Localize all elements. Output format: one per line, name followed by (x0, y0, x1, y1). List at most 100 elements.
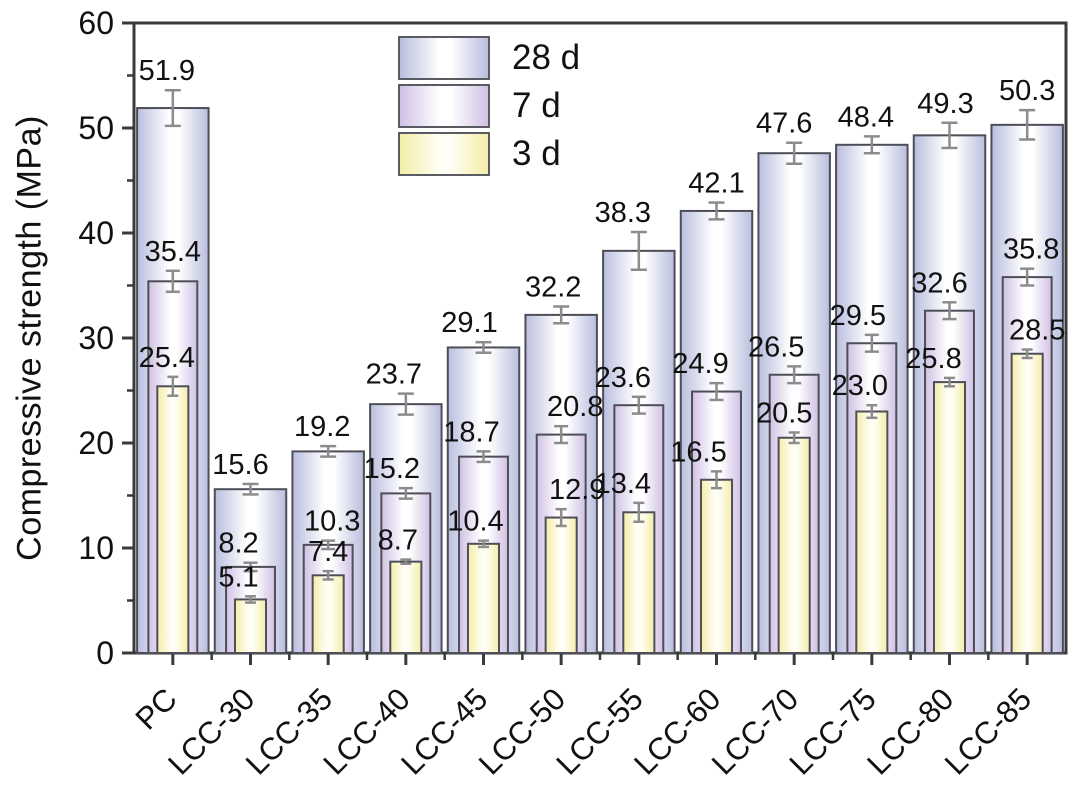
error-bar-3d-LCC-30 (245, 595, 256, 604)
error-bar-28d-LCC-35 (320, 444, 337, 458)
y-tick-label: 30 (78, 320, 114, 356)
error-bar-7d-LCC-35 (321, 539, 336, 551)
x-category-label: LCC-75 (782, 681, 882, 781)
error-bar-28d-LCC-40 (397, 392, 414, 416)
value-label: 12.9 (549, 474, 605, 506)
error-bar-7d-LCC-85 (1020, 267, 1035, 287)
error-bar-28d-LCC-70 (786, 141, 803, 165)
value-label: 20.8 (547, 391, 603, 423)
value-label: 24.9 (672, 348, 728, 380)
x-category-label: LCC-50 (472, 681, 572, 781)
value-label: 10.4 (447, 506, 503, 538)
bar-3d-PC (156, 385, 190, 654)
x-category-label: LCC-55 (549, 681, 649, 781)
y-tick-label: 60 (78, 5, 114, 41)
error-bar-28d-LCC-55 (630, 230, 647, 271)
value-label: 5.1 (218, 561, 258, 593)
value-label: 23.0 (832, 370, 888, 402)
error-bar-3d-LCC-35 (322, 569, 334, 581)
value-label: 38.3 (595, 197, 651, 229)
error-bars (164, 88, 1036, 604)
error-bar-28d-LCC-30 (242, 482, 259, 496)
x-category-label: LCC-45 (394, 681, 494, 781)
error-bar-3d-LCC-45 (478, 539, 489, 549)
value-label: 48.4 (838, 101, 894, 133)
bar-3d-LCC-70 (777, 436, 811, 654)
error-bar-28d-LCC-45 (475, 340, 492, 354)
value-label: 8.7 (378, 525, 418, 557)
error-bar-28d-LCC-80 (941, 121, 958, 150)
y-axis-title: Compressive strength (MPa) (10, 115, 49, 561)
y-tick-label: 0 (96, 635, 114, 671)
error-bar-28d-LCC-85 (1019, 108, 1036, 141)
error-bar-3d-LCC-70 (788, 431, 800, 445)
value-label: 23.6 (595, 362, 651, 394)
value-label: 25.4 (139, 342, 195, 374)
error-bar-28d-LCC-60 (708, 201, 725, 221)
y-tick-label: 50 (78, 110, 114, 146)
value-label: 15.2 (364, 453, 420, 485)
error-bar-3d-LCC-60 (711, 470, 722, 490)
legend: 28 d 7 d 3 d (398, 36, 580, 180)
error-bar-3d-LCC-80 (944, 376, 955, 388)
y-axis: 0 10 20 30 40 50 60 (78, 5, 134, 671)
bar-3d-LCC-40 (389, 560, 423, 655)
value-label: 32.6 (911, 267, 967, 299)
x-category-label: LCC-80 (860, 681, 960, 781)
legend-label-28d: 28 d (512, 38, 581, 77)
legend-item-3d: 3 d (398, 132, 580, 176)
error-bar-28d-PC (164, 88, 181, 128)
x-category-label: LCC-30 (161, 681, 261, 781)
error-bar-7d-LCC-30 (243, 561, 258, 573)
legend-label-3d: 3 d (512, 134, 561, 173)
value-label: 32.2 (525, 272, 581, 304)
bars (136, 107, 1064, 655)
value-label: 7.4 (308, 536, 348, 568)
bar-3d-LCC-75 (855, 410, 889, 654)
bar-3d-LCC-55 (622, 511, 656, 654)
value-labels: 51.9 35.4 25.4 15.6 8.25.1 19.2 10.37.4 23.7 15.… (139, 55, 1066, 593)
value-label: 29.5 (830, 300, 886, 332)
error-bar-7d-LCC-75 (864, 333, 879, 353)
value-label: 15.6 (212, 449, 268, 481)
value-label: 23.7 (366, 359, 422, 391)
legend-label-7d: 7 d (512, 86, 561, 125)
bar-3d-LCC-45 (466, 542, 501, 654)
x-category-label: LCC-70 (705, 681, 805, 781)
value-label: 20.5 (756, 398, 812, 430)
value-label: 35.4 (145, 236, 201, 268)
value-label: 35.8 (1003, 234, 1059, 266)
value-label: 16.5 (670, 436, 726, 468)
x-category-label: LCC-85 (938, 681, 1038, 781)
value-label: 19.2 (294, 411, 350, 443)
bar-3d-LCC-60 (699, 478, 734, 654)
value-label: 50.3 (999, 75, 1055, 107)
error-bar-3d-LCC-40 (400, 558, 412, 565)
x-category-label: LCC-35 (239, 681, 339, 781)
value-label: 26.5 (748, 331, 804, 363)
error-bar-7d-LCC-40 (398, 486, 413, 500)
bar-3d-LCC-50 (544, 516, 578, 654)
error-bar-3d-LCC-75 (866, 403, 878, 420)
value-label: 10.3 (304, 506, 360, 538)
error-bar-3d-LCC-85 (1021, 348, 1033, 360)
error-bar-7d-LCC-45 (476, 450, 491, 464)
legend-swatch-3d (398, 132, 490, 176)
value-label: 51.9 (139, 55, 195, 87)
y-tick-label: 20 (78, 425, 114, 461)
value-label: 47.6 (756, 108, 812, 140)
x-category-label: LCC-60 (627, 681, 727, 781)
error-bar-28d-LCC-75 (863, 135, 880, 155)
y-tick-label: 40 (78, 215, 114, 251)
bar-3d-LCC-35 (311, 574, 345, 654)
bar-3d-LCC-85 (1010, 352, 1044, 654)
value-label: 29.1 (441, 307, 497, 339)
x-category-label: PC (129, 681, 184, 736)
value-label: 28.5 (1009, 315, 1065, 347)
bar-3d-LCC-30 (233, 598, 268, 655)
error-bar-7d-LCC-50 (554, 424, 569, 445)
error-bar-3d-PC (167, 375, 179, 397)
error-bar-7d-LCC-70 (787, 365, 802, 385)
